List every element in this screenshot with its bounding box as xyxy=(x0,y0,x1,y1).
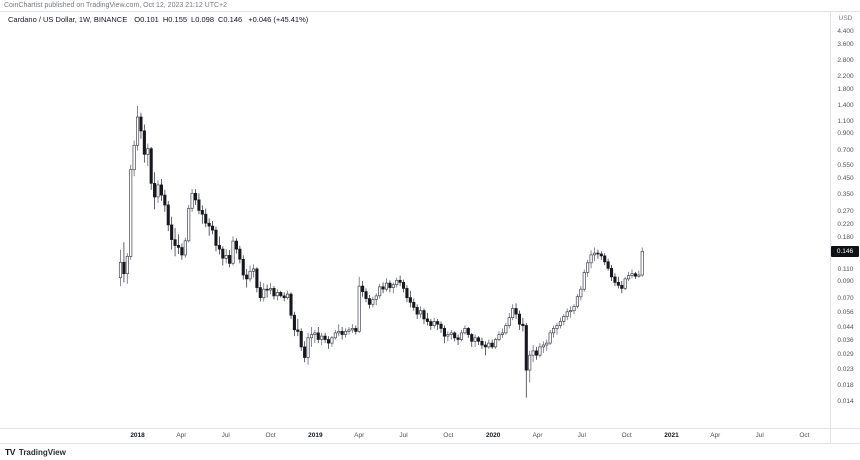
time-axis-label: 2021 xyxy=(664,432,679,439)
price-axis-label: 2.800 xyxy=(837,57,854,65)
price-axis-label: 0.270 xyxy=(837,207,854,215)
price-axis-label: 0.044 xyxy=(837,324,854,332)
time-axis-label: Jul xyxy=(221,432,230,439)
price-axis-label: 0.180 xyxy=(837,233,854,241)
time-axis-label: Jul xyxy=(399,432,408,439)
ohlc-open: O0.101 xyxy=(134,15,159,24)
price-axis-label: 0.056 xyxy=(837,308,854,316)
price-axis-label: 0.350 xyxy=(837,191,854,199)
price-axis-label: 1.400 xyxy=(837,102,854,109)
time-axis-label: Apr xyxy=(710,432,721,439)
price-axis-label: 0.036 xyxy=(837,337,854,345)
time-axis-label: 2020 xyxy=(485,432,501,439)
price-axis-label: 1.800 xyxy=(837,85,854,93)
symbol-description[interactable]: Cardano / US Dollar, 1W, BINANCE xyxy=(8,15,128,24)
time-axis-label: Apr xyxy=(354,432,365,439)
price-axis-label: 4.400 xyxy=(837,28,854,36)
price-axis-currency-label: USD xyxy=(838,15,853,22)
ohlc-close: C0.146 xyxy=(218,15,243,24)
price-axis-label: 1.100 xyxy=(837,117,854,125)
time-axis[interactable]: 2018 Apr Jul Oct 2019 Apr Jul Oct 2020 Apr Jul Oct 2… xyxy=(0,430,830,443)
price-axis-label: 0.014 xyxy=(837,398,854,405)
time-axis-label: Oct xyxy=(799,432,810,439)
time-axis-label: Jul xyxy=(755,432,764,439)
time-axis-label: 2019 xyxy=(308,432,323,439)
price-axis[interactable]: USD 4.400 3.600 2.800 2.200 1.800 1.400 1.100 0… xyxy=(830,12,860,444)
price-axis-label: 0.700 xyxy=(837,146,854,154)
price-axis-label: 0.018 xyxy=(837,381,854,389)
price-axis-label: 0.220 xyxy=(837,220,854,228)
price-change: +0.046 (+45.41%) xyxy=(248,15,309,24)
price-axis-label: 0.090 xyxy=(837,278,854,286)
price-axis-label: 3.600 xyxy=(837,41,854,49)
time-axis-label: Apr xyxy=(532,432,543,439)
price-axis-label: 0.900 xyxy=(837,130,854,138)
ohlc-high: H0.155 xyxy=(162,15,188,24)
price-axis-label: 0.450 xyxy=(837,174,854,182)
price-axis-label: 0.070 xyxy=(837,294,854,302)
footer-bar: TV TradingView xyxy=(0,443,860,460)
ohlc-low: L0.098 xyxy=(191,15,214,24)
price-axis-label: 2.200 xyxy=(837,72,854,80)
price-axis-label: 0.550 xyxy=(837,162,854,170)
time-axis-label: Oct xyxy=(443,432,454,439)
time-axis-label: Jul xyxy=(577,432,586,439)
tradingview-brand-link[interactable]: TradingView xyxy=(18,447,66,457)
time-axis-label: 2018 xyxy=(130,432,145,439)
tradingview-logo-icon[interactable]: TV xyxy=(5,447,15,457)
attribution-bar: CoinChartist published on TradingView.co… xyxy=(0,0,860,12)
time-axis-label: Apr xyxy=(176,432,187,439)
attribution-text: CoinChartist published on TradingView.co… xyxy=(4,2,228,9)
time-axis-label: Oct xyxy=(621,432,632,439)
price-axis-label: 0.029 xyxy=(837,351,854,359)
price-axis-label: 0.023 xyxy=(837,366,854,374)
chart-legend: Cardano / US Dollar, 1W, BINANCE O0.101 … xyxy=(8,15,308,24)
time-axis-label: Oct xyxy=(265,432,276,439)
time-axis-divider xyxy=(0,428,860,429)
price-axis-label: 0.110 xyxy=(837,265,854,273)
last-price-badge: 0.146 xyxy=(831,245,859,257)
